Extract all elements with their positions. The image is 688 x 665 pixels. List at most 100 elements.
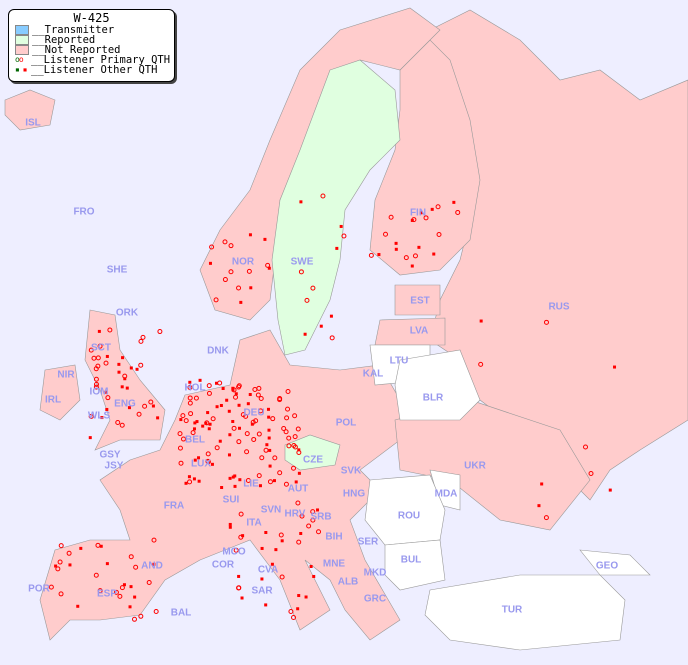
listener-primary-marker (478, 361, 484, 367)
listener-primary-marker (187, 479, 193, 485)
country-blr (394, 349, 481, 421)
listener-primary-marker (284, 415, 290, 421)
listener-other-marker (299, 200, 303, 204)
listener-other-marker (258, 484, 262, 488)
listener-other-marker (264, 603, 268, 607)
listener-primary-marker (140, 334, 146, 340)
listener-other-marker (225, 398, 229, 402)
listener-primary-marker (136, 411, 142, 417)
reported-swatch (15, 35, 29, 45)
listener-primary-marker (435, 204, 441, 210)
listener-other-marker (187, 475, 191, 479)
transmitter-swatch (15, 25, 29, 35)
listener-other-marker (303, 332, 307, 336)
listener-other-marker (394, 247, 398, 251)
listener-other-marker (117, 370, 121, 374)
listener-other-marker (208, 422, 212, 426)
listener-primary-marker (267, 479, 273, 485)
listener-other-marker (214, 381, 218, 385)
country-label-ltu: LTU (389, 355, 409, 367)
listener-other-marker (228, 522, 232, 526)
listener-other-marker (280, 539, 284, 543)
country-label-ukr: UKR (464, 460, 486, 472)
listener-primary-marker (277, 397, 283, 403)
listener-primary-marker (231, 425, 237, 431)
circle-marker-icon: oo (15, 55, 24, 64)
listener-primary-marker (285, 406, 291, 412)
country-label-rus: RUS (548, 301, 570, 313)
listener-other-marker (297, 471, 301, 475)
listener-primary-marker (206, 390, 212, 396)
listener-primary-marker (138, 338, 144, 344)
listener-primary-marker (48, 584, 54, 590)
country-label-and: AND (141, 560, 163, 572)
legend-reported: __Reported (9, 35, 174, 45)
listener-other-marker (228, 433, 232, 437)
listener-primary-marker (236, 285, 242, 291)
listener-primary-marker (316, 529, 322, 535)
listener-primary-marker (228, 269, 234, 275)
listener-primary-marker (246, 268, 252, 274)
country-label-cor: COR (211, 559, 235, 571)
listener-primary-marker (55, 566, 61, 572)
legend-label: __Listener Primary QTH (31, 54, 171, 66)
listener-other-marker (234, 392, 238, 396)
listener-other-marker (260, 577, 264, 581)
square-marker-icon: ▪ ▪ (15, 65, 27, 74)
listener-other-marker (128, 605, 132, 609)
listener-other-marker (267, 428, 271, 432)
listener-primary-marker (295, 426, 301, 432)
listener-primary-marker (205, 451, 211, 457)
listener-other-marker (264, 531, 268, 535)
listener-other-marker (297, 594, 301, 598)
listener-primary-marker (113, 589, 119, 595)
listener-primary-marker (95, 542, 101, 548)
listener-primary-marker (263, 447, 269, 453)
listener-other-marker (248, 233, 252, 237)
country-label-eng: ENG (114, 398, 136, 410)
country-tur (424, 574, 626, 651)
listener-other-marker (151, 404, 155, 408)
listener-primary-marker (240, 412, 246, 418)
country-label-geo: GEO (595, 560, 619, 572)
listener-other-marker (197, 456, 201, 460)
listener-primary-marker (236, 384, 242, 390)
country-label-jsy: JSY (104, 460, 124, 472)
listener-primary-marker (233, 394, 239, 400)
listener-other-marker (68, 563, 72, 567)
listener-other-marker (296, 607, 300, 611)
country-label-svk: SVK (340, 465, 362, 477)
listener-primary-marker (256, 431, 262, 437)
listener-primary-marker (97, 588, 103, 594)
listener-other-marker (335, 246, 339, 250)
listener-primary-marker (256, 473, 262, 479)
listener-other-marker (120, 385, 124, 389)
listener-primary-marker (383, 231, 389, 237)
country-label-por: POR (28, 583, 50, 595)
listener-other-marker (608, 488, 612, 492)
listener-primary-marker (251, 436, 257, 442)
listener-primary-marker (310, 509, 316, 515)
listener-primary-marker (95, 363, 101, 369)
listener-other-marker (76, 604, 80, 608)
listener-primary-marker (238, 511, 244, 517)
listener-primary-marker (265, 262, 271, 268)
listener-primary-marker (252, 386, 258, 392)
listener-other-marker (192, 427, 196, 431)
listener-other-marker (201, 424, 205, 428)
listener-other-marker (272, 479, 276, 483)
country-label-isl: ISL (25, 117, 41, 129)
listener-primary-marker (277, 470, 283, 476)
listener-primary-marker (436, 232, 442, 238)
listener-other-marker (339, 224, 343, 228)
listener-other-marker (184, 481, 188, 485)
listener-other-marker (274, 548, 278, 552)
listener-other-marker (228, 525, 232, 529)
listener-other-marker (268, 464, 272, 468)
listener-other-marker (197, 479, 201, 483)
listener-primary-marker (193, 395, 199, 401)
country-label-sct: SCT (91, 342, 111, 354)
listener-primary-marker (583, 444, 589, 450)
listener-primary-marker (310, 517, 316, 523)
country-label-hng: HNG (342, 488, 366, 500)
